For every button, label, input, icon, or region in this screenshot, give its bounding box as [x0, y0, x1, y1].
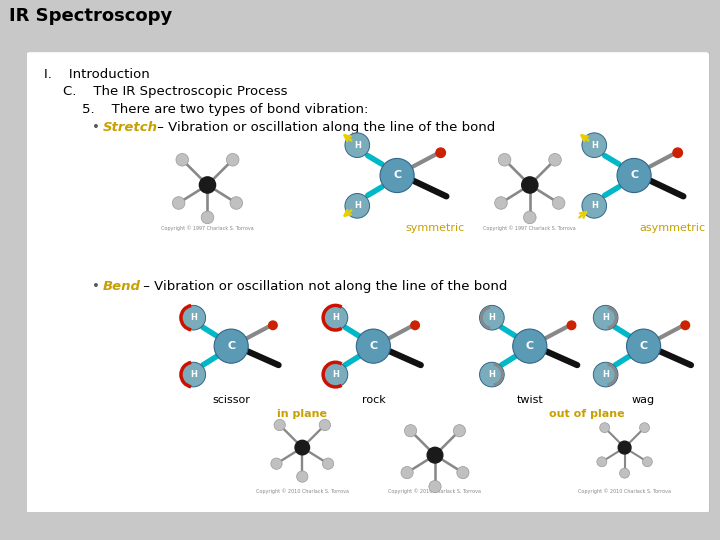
- Text: I.    Introduction: I. Introduction: [45, 69, 150, 82]
- Circle shape: [226, 153, 239, 166]
- Circle shape: [549, 153, 562, 166]
- Circle shape: [323, 362, 348, 387]
- Text: scissor: scissor: [212, 395, 250, 406]
- Text: H: H: [602, 313, 609, 322]
- Circle shape: [593, 306, 618, 330]
- Text: C: C: [393, 171, 401, 180]
- Circle shape: [552, 197, 565, 210]
- Text: •: •: [92, 280, 99, 293]
- Text: H: H: [354, 201, 361, 211]
- Circle shape: [567, 321, 576, 329]
- Circle shape: [411, 321, 419, 329]
- Circle shape: [626, 329, 661, 363]
- Circle shape: [323, 458, 333, 469]
- Circle shape: [345, 133, 369, 158]
- Circle shape: [522, 177, 538, 193]
- Text: Stretch: Stretch: [103, 120, 158, 133]
- Circle shape: [269, 321, 277, 329]
- Circle shape: [495, 197, 508, 210]
- Circle shape: [617, 158, 651, 193]
- Text: C: C: [630, 171, 638, 180]
- Circle shape: [176, 153, 189, 166]
- Text: rock: rock: [361, 395, 385, 406]
- Text: – Vibration or oscillation along the line of the bond: – Vibration or oscillation along the lin…: [153, 120, 495, 133]
- Circle shape: [523, 211, 536, 224]
- Text: Copyright © 1997 Charlack S. Torrova: Copyright © 1997 Charlack S. Torrova: [483, 226, 576, 231]
- Circle shape: [214, 329, 248, 363]
- Circle shape: [498, 153, 511, 166]
- Circle shape: [201, 211, 214, 224]
- Text: asymmetric: asymmetric: [639, 223, 705, 233]
- Text: H: H: [488, 313, 495, 322]
- Circle shape: [345, 193, 369, 218]
- Text: Copyright © 1997 Charlack S. Torrova: Copyright © 1997 Charlack S. Torrova: [161, 226, 254, 231]
- Circle shape: [436, 148, 446, 158]
- Circle shape: [319, 420, 330, 431]
- Text: 5.    There are two types of bond vibration:: 5. There are two types of bond vibration…: [82, 103, 369, 116]
- Text: H: H: [591, 140, 598, 150]
- Text: H: H: [332, 313, 339, 322]
- Circle shape: [456, 467, 469, 478]
- Circle shape: [323, 306, 348, 330]
- Circle shape: [274, 420, 285, 431]
- Text: H: H: [354, 140, 361, 150]
- Text: – Vibration or oscillation not along the line of the bond: – Vibration or oscillation not along the…: [139, 280, 508, 293]
- Circle shape: [181, 306, 206, 330]
- Circle shape: [480, 306, 504, 330]
- Text: H: H: [602, 370, 609, 379]
- Text: Bend: Bend: [103, 280, 141, 293]
- Text: H: H: [190, 370, 197, 379]
- Text: H: H: [488, 370, 495, 379]
- Text: H: H: [190, 313, 197, 322]
- Text: out of plane: out of plane: [549, 409, 624, 419]
- Text: Copyright © 2010 Charlack S. Torrova: Copyright © 2010 Charlack S. Torrova: [578, 488, 671, 494]
- Circle shape: [642, 457, 652, 467]
- Text: C: C: [639, 341, 647, 351]
- Circle shape: [620, 468, 629, 478]
- FancyBboxPatch shape: [25, 51, 710, 514]
- Text: C.    The IR Spectroscopic Process: C. The IR Spectroscopic Process: [63, 85, 288, 98]
- Text: Copyright © 2010 Charlack S. Torrova: Copyright © 2010 Charlack S. Torrova: [389, 488, 482, 494]
- Circle shape: [271, 458, 282, 469]
- Circle shape: [429, 481, 441, 492]
- Circle shape: [593, 362, 618, 387]
- Circle shape: [600, 423, 610, 433]
- Circle shape: [513, 329, 547, 363]
- Circle shape: [380, 158, 414, 193]
- Circle shape: [639, 423, 649, 433]
- Text: C: C: [227, 341, 235, 351]
- Circle shape: [295, 440, 310, 455]
- Text: IR Spectroscopy: IR Spectroscopy: [9, 7, 172, 25]
- Text: symmetric: symmetric: [405, 223, 464, 233]
- Circle shape: [427, 447, 443, 463]
- Circle shape: [681, 321, 690, 329]
- Text: twist: twist: [516, 395, 543, 406]
- Circle shape: [297, 471, 308, 482]
- Circle shape: [673, 148, 683, 158]
- Text: wag: wag: [632, 395, 655, 406]
- Circle shape: [181, 362, 206, 387]
- Text: Copyright © 2010 Charlack S. Torrova: Copyright © 2010 Charlack S. Torrova: [256, 488, 348, 494]
- Circle shape: [618, 441, 631, 454]
- Circle shape: [597, 457, 607, 467]
- Circle shape: [230, 197, 243, 210]
- Text: •: •: [92, 120, 99, 133]
- Circle shape: [401, 467, 413, 478]
- Circle shape: [582, 193, 606, 218]
- Text: H: H: [332, 370, 339, 379]
- Circle shape: [454, 424, 466, 437]
- Circle shape: [582, 133, 606, 158]
- Circle shape: [199, 177, 215, 193]
- Circle shape: [405, 424, 417, 437]
- Circle shape: [480, 362, 504, 387]
- Text: in plane: in plane: [277, 409, 328, 419]
- Text: C: C: [369, 341, 377, 351]
- Circle shape: [172, 197, 185, 210]
- Text: C: C: [526, 341, 534, 351]
- Text: H: H: [591, 201, 598, 211]
- Circle shape: [356, 329, 390, 363]
